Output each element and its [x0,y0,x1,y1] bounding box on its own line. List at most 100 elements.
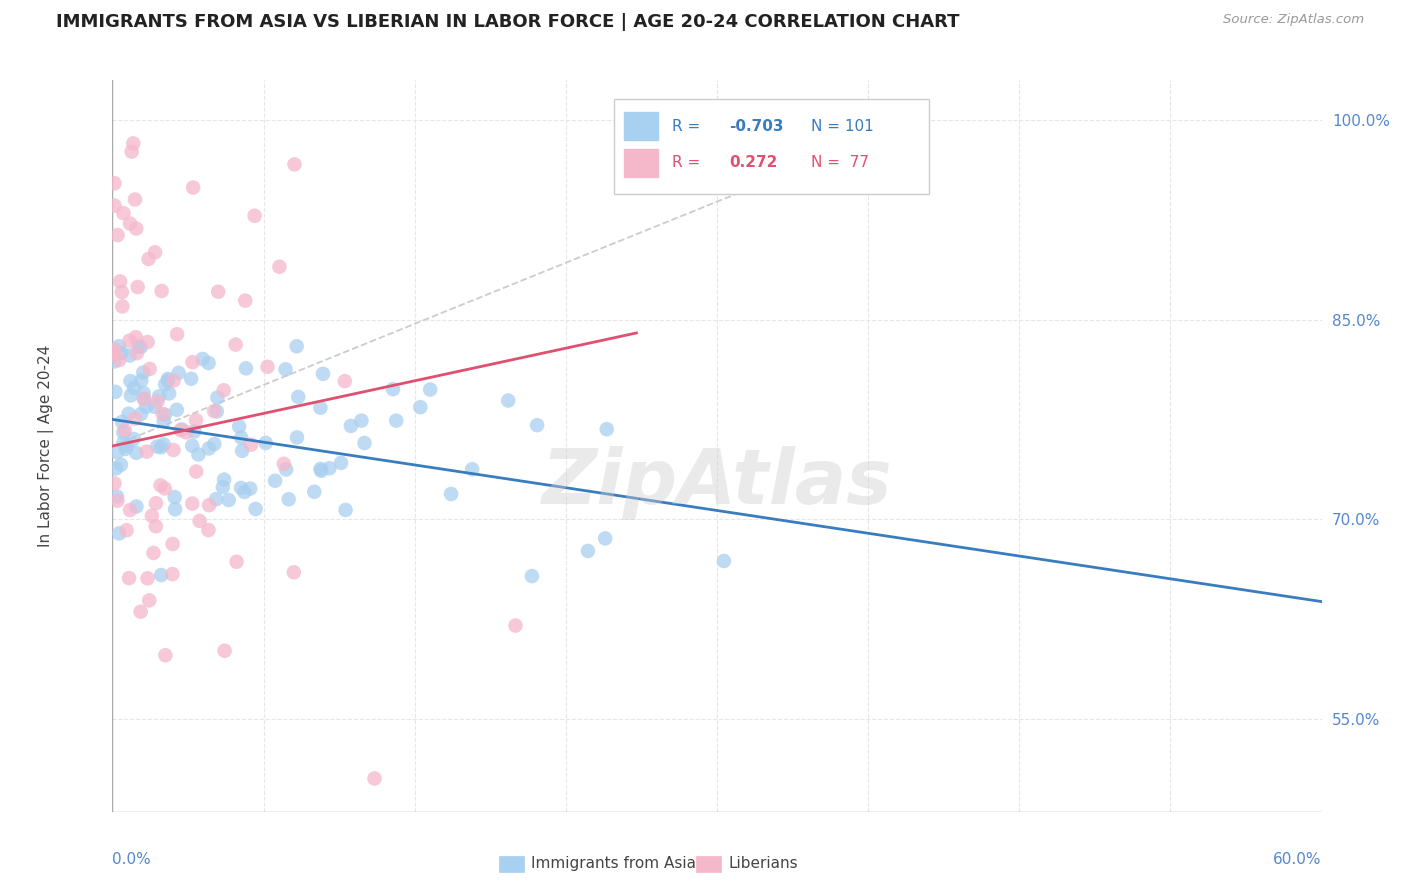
Point [145,519,167,533]
Point [127,280,149,294]
Point [152,437,174,451]
Point [186,465,208,479]
Point [125,221,148,235]
Bar [624,112,658,140]
Point [212,383,235,397]
Point [440,487,463,501]
Point [128,339,150,353]
Point [170,422,193,436]
Point [145,496,167,510]
Point [273,457,295,471]
Point [526,418,548,433]
Point [304,484,326,499]
Point [111,299,134,313]
Point [229,481,252,495]
Point [124,193,146,207]
Point [167,366,190,380]
Point [125,330,148,344]
Point [129,340,152,354]
Point [419,383,441,397]
Point [135,444,157,458]
Point [231,431,253,445]
Point [496,393,519,408]
Point [239,482,262,496]
Text: IMMIGRANTS FROM ASIA VS LIBERIAN IN LABOR FORCE | AGE 20-24 CORRELATION CHART: IMMIGRANTS FROM ASIA VS LIBERIAN IN LABO… [56,13,960,31]
Point [363,772,385,786]
Point [166,402,188,417]
Point [461,462,484,476]
Point [103,354,125,368]
Point [150,440,173,454]
Point [111,415,134,429]
Point [107,493,129,508]
Point [112,206,135,220]
Point [205,404,228,418]
Point [114,423,136,437]
Point [111,346,134,360]
Point [152,407,174,421]
Point [156,373,179,387]
Point [283,157,305,171]
Point [157,386,180,401]
Text: R =: R = [672,155,710,170]
Point [188,514,211,528]
Point [202,404,225,418]
Point [103,343,125,357]
Point [309,462,332,476]
Point [115,523,138,537]
Point [197,523,219,537]
Point [228,419,250,434]
Point [125,446,148,460]
Point [129,605,152,619]
Point [125,346,148,360]
Text: Immigrants from Asia: Immigrants from Asia [531,856,696,871]
Text: Liberians: Liberians [728,856,799,871]
Point [124,411,146,425]
Point [176,425,198,440]
Point [277,492,299,507]
Point [409,400,432,414]
Point [264,474,287,488]
Point [231,443,253,458]
Point [184,413,207,427]
Point [274,362,297,376]
Point [132,386,155,401]
Point [240,437,263,451]
Point [382,382,405,396]
Point [131,374,153,388]
Point [111,285,134,299]
Point [340,418,363,433]
Text: 0.272: 0.272 [730,155,778,170]
Point [225,337,247,351]
Point [202,437,225,451]
Point [103,476,125,491]
Point [350,414,373,428]
Text: Source: ZipAtlas.com: Source: ZipAtlas.com [1223,13,1364,27]
Point [125,500,148,514]
Point [269,260,291,274]
Point [143,400,166,414]
Point [283,566,305,580]
Point [104,384,127,399]
Point [162,374,184,388]
Point [117,407,139,421]
Point [122,432,145,446]
Point [245,502,267,516]
Point [105,461,128,475]
Point [166,327,188,342]
Point [118,349,141,363]
Text: 60.0%: 60.0% [1274,852,1322,867]
Point [121,145,143,159]
Point [183,425,205,439]
Text: N = 101: N = 101 [811,119,875,134]
Point [110,458,132,472]
Point [149,478,172,492]
Point [198,498,221,512]
Point [333,374,356,388]
Point [122,136,145,151]
Point [136,334,159,349]
Point [120,388,142,402]
Point [520,569,543,583]
Point [713,554,735,568]
Point [198,442,221,456]
